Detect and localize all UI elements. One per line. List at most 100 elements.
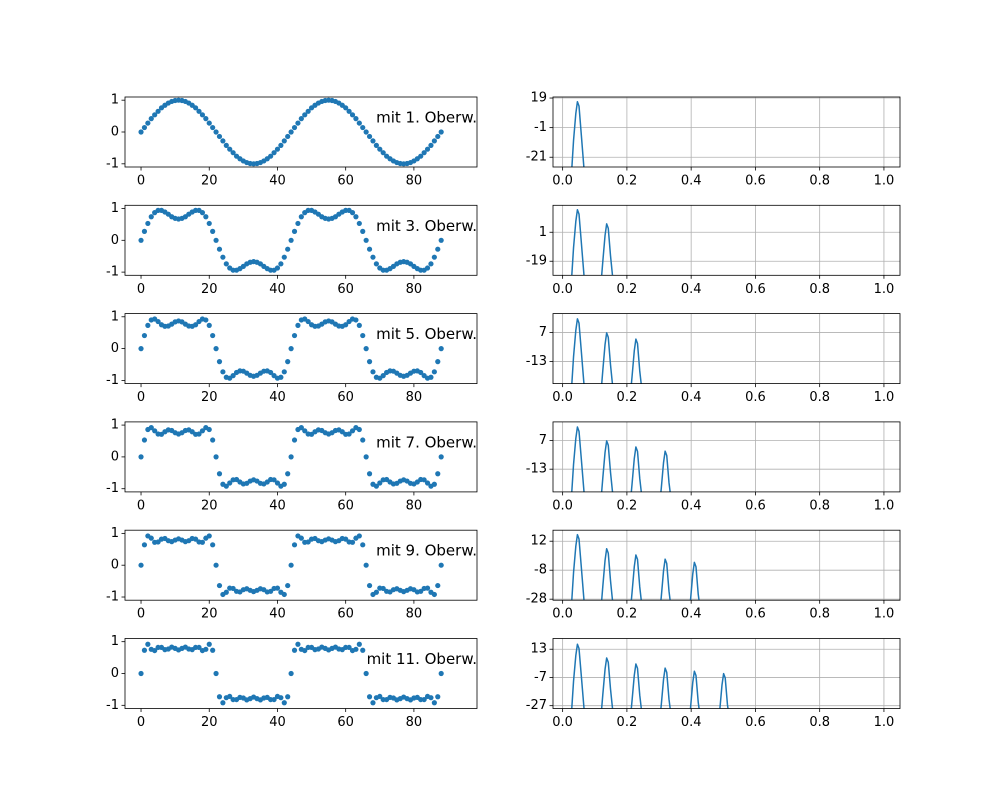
point — [298, 425, 304, 431]
point — [366, 133, 373, 140]
point — [438, 562, 444, 568]
point — [203, 646, 209, 652]
point — [138, 562, 144, 568]
point — [213, 454, 219, 460]
y-tick-label: 1 — [111, 526, 119, 541]
point — [138, 237, 144, 243]
x-tick-label: 60 — [337, 174, 354, 189]
point — [370, 700, 376, 706]
point — [288, 129, 294, 135]
y-tick-label: 0 — [111, 125, 119, 140]
point — [428, 142, 434, 148]
x-tick-label: 20 — [201, 607, 218, 622]
point — [220, 138, 226, 144]
point — [274, 146, 281, 152]
point — [366, 246, 373, 252]
y-tick-label: 7 — [539, 433, 547, 448]
point — [291, 542, 298, 548]
x-tick-label: 0.4 — [681, 390, 702, 405]
x-tick-label: 0.4 — [681, 282, 702, 297]
point — [271, 477, 277, 483]
y-tick-label: 1 — [539, 225, 547, 240]
point — [271, 150, 277, 156]
point — [148, 535, 154, 541]
x-tick-label: 0 — [137, 607, 145, 622]
y-tick-label: 0 — [111, 558, 119, 573]
subplot: 0 20 40 60 80 -1 0 1 mit 9. Oberw. — [106, 526, 478, 622]
point — [141, 437, 148, 443]
point — [220, 700, 226, 706]
x-tick-label: 0.0 — [552, 607, 573, 622]
point — [278, 695, 284, 701]
point — [288, 346, 294, 352]
y-tick-label: -21 — [526, 150, 547, 165]
x-tick-label: 0.6 — [745, 715, 766, 730]
point — [418, 588, 424, 594]
point — [230, 150, 236, 156]
y-tick-label: 7 — [539, 325, 547, 340]
point — [152, 647, 158, 654]
point — [227, 480, 233, 486]
point — [223, 589, 229, 595]
point — [421, 150, 427, 156]
point — [199, 210, 206, 216]
point — [424, 585, 431, 591]
point — [377, 693, 383, 700]
point — [141, 124, 148, 131]
point — [193, 536, 199, 542]
point — [216, 246, 223, 252]
point — [363, 562, 369, 568]
x-tick-label: 0.6 — [745, 174, 766, 189]
x-tick-label: 0.6 — [745, 390, 766, 405]
point — [210, 124, 216, 131]
point — [152, 112, 158, 118]
x-tick-label: 0.8 — [809, 607, 830, 622]
y-tick-label: -1 — [106, 156, 119, 171]
point — [281, 138, 287, 144]
point — [138, 454, 144, 460]
point — [227, 693, 233, 700]
point — [431, 254, 437, 260]
point — [435, 694, 441, 700]
point — [363, 454, 369, 460]
point — [366, 694, 373, 700]
x-tick-label: 0.0 — [552, 390, 573, 405]
x-tick-label: 0.8 — [809, 715, 830, 730]
subplot: 0.0 0.2 0.4 0.6 0.8 1.0 -21 -1 19 — [526, 91, 901, 189]
point — [285, 694, 291, 700]
annotation: mit 5. Oberw. — [376, 325, 477, 343]
x-tick-label: 60 — [337, 498, 354, 513]
point — [206, 533, 212, 539]
point — [138, 670, 144, 677]
point — [281, 369, 287, 375]
point — [363, 670, 369, 677]
spectrum-line — [571, 318, 642, 384]
point — [360, 542, 366, 548]
point — [274, 585, 281, 591]
point — [373, 589, 379, 595]
x-tick-label: 20 — [201, 174, 218, 189]
axes-frame — [552, 313, 901, 385]
point — [421, 477, 427, 483]
point — [431, 591, 437, 598]
point — [349, 539, 356, 545]
point — [216, 359, 223, 365]
point — [230, 585, 236, 592]
x-tick-label: 0 — [137, 174, 145, 189]
y-tick-label: -1 — [106, 698, 119, 713]
x-tick-label: 20 — [201, 390, 218, 405]
y-tick-label: -8 — [534, 563, 547, 578]
point — [428, 261, 434, 267]
point — [360, 437, 366, 443]
point — [141, 542, 148, 548]
point — [285, 582, 291, 589]
y-tick-label: -1 — [106, 590, 119, 605]
point — [148, 425, 154, 431]
point — [435, 471, 441, 477]
point — [349, 428, 356, 434]
point — [291, 124, 298, 131]
point — [199, 539, 206, 545]
x-tick-label: 40 — [269, 390, 286, 405]
point — [206, 322, 212, 328]
x-tick-label: 60 — [337, 282, 354, 297]
